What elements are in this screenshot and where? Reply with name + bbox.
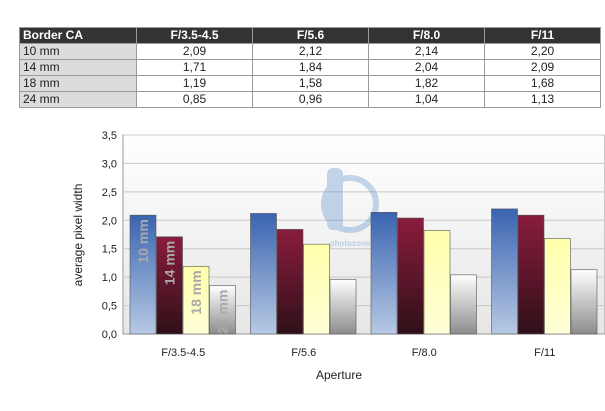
bar-series-label: 10 mm: [135, 219, 151, 263]
bar: [570, 269, 598, 335]
table-cell: 2,09: [136, 43, 253, 60]
bar: [209, 285, 236, 335]
x-axis-ticks: F/3.5-4.5 F/5.6 F/8.0 F/11: [161, 347, 555, 359]
row-label: 14 mm: [19, 59, 137, 76]
table-cell: 2,04: [368, 59, 485, 76]
table-cell: 2,20: [484, 43, 601, 60]
table-cell: 1,04: [368, 91, 485, 108]
row-label: 10 mm: [19, 43, 137, 60]
x-tick-label: F/3.5-4.5: [161, 347, 205, 359]
y-tick-label: 1,0: [102, 272, 117, 284]
x-tick-label: F/11: [534, 347, 555, 359]
watermark-logo: photozone: [321, 168, 379, 248]
bar: [182, 266, 210, 335]
table-row: 14 mm 1,71 1,84 2,04 2,09: [19, 59, 601, 76]
table-cell: 2,12: [252, 43, 369, 60]
bars-group: 10 mm 14 mm 18 mm 24 mm: [129, 208, 598, 335]
table-cell: 2,09: [484, 59, 601, 76]
y-tick-label: 2,5: [102, 187, 117, 199]
table-row: 10 mm 2,09 2,12 2,14 2,20: [19, 43, 601, 60]
column-header: F/8.0: [368, 27, 485, 44]
watermark-text: photozone: [330, 239, 371, 248]
table-header-row: Border CA F/3.5-4.5 F/5.6 F/8.0 F/11: [19, 27, 601, 44]
table-cell: 1,71: [136, 59, 253, 76]
bar: [450, 274, 477, 335]
bar: [276, 229, 304, 335]
bar: [250, 213, 277, 335]
bar: [156, 236, 183, 335]
table-cell: 1,68: [484, 75, 601, 92]
column-header: F/5.6: [252, 27, 369, 44]
table-row: 18 mm 1,19 1,58 1,82 1,68: [19, 75, 601, 92]
bar: [329, 279, 357, 335]
bar-series-label: 18 mm: [188, 270, 204, 314]
y-tick-label: 3,5: [102, 130, 117, 142]
bar: [423, 230, 451, 335]
bar: [544, 238, 571, 335]
bar: [303, 243, 330, 335]
table-row: 24 mm 0,85 0,96 1,04 1,13: [19, 91, 601, 108]
y-tick-label: 0,5: [102, 301, 117, 313]
row-label: 18 mm: [19, 75, 137, 92]
bar: [517, 214, 545, 335]
bar: [370, 212, 398, 335]
table-cell: 2,14: [368, 43, 485, 60]
column-header: F/3.5-4.5: [136, 27, 253, 44]
bar: [397, 217, 424, 335]
aperture-bar-chart: photozone 10 mm 14 mm 18 mm 24 mm 0,0 0,5 1,0…: [71, 130, 605, 382]
bar-series-label: 24 mm: [215, 290, 231, 334]
table-cell: 1,19: [136, 75, 253, 92]
table-cell: 1,82: [368, 75, 485, 92]
table-cell: 1,84: [252, 59, 369, 76]
table-cell: 1,58: [252, 75, 369, 92]
x-tick-label: F/5.6: [291, 347, 316, 359]
bar: [491, 208, 518, 335]
bar-series-label: 14 mm: [162, 241, 178, 285]
row-label: 24 mm: [19, 91, 137, 108]
table-cell: 1,13: [484, 91, 601, 108]
table-cell: 0,85: [136, 91, 253, 108]
y-axis-ticks: 0,0 0,5 1,0 1,5 2,0 2,5 3,0 3,5: [102, 130, 117, 341]
y-tick-label: 2,0: [102, 215, 117, 227]
y-tick-label: 3,0: [102, 158, 117, 170]
y-axis-title: average pixel width: [71, 184, 85, 287]
y-tick-label: 1,5: [102, 244, 117, 256]
table-corner-header: Border CA: [19, 27, 137, 44]
x-axis-title: Aperture: [316, 368, 362, 382]
column-header: F/11: [484, 27, 601, 44]
bar: [129, 214, 157, 335]
x-tick-label: F/8.0: [412, 347, 437, 359]
table-cell: 0,96: [252, 91, 369, 108]
border-ca-table: Border CA F/3.5-4.5 F/5.6 F/8.0 F/11 10 …: [19, 27, 601, 108]
y-tick-label: 0,0: [102, 329, 117, 341]
